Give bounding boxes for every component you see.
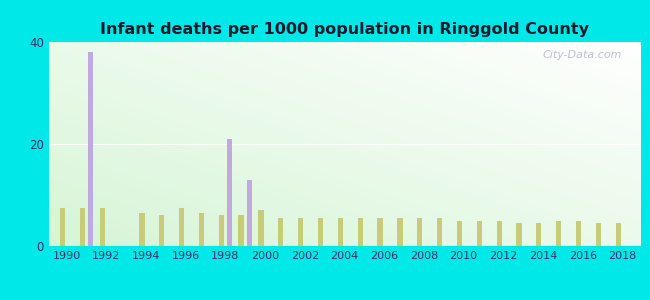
Legend: Ringgold County, Iowa: Ringgold County, Iowa	[240, 297, 448, 300]
Bar	[218, 215, 224, 246]
Bar	[476, 220, 482, 246]
Bar	[88, 52, 93, 246]
Bar	[576, 220, 581, 246]
Bar	[139, 213, 144, 246]
Bar	[417, 218, 422, 246]
Bar	[596, 223, 601, 246]
Bar	[258, 210, 264, 246]
Bar	[298, 218, 304, 246]
Text: City-Data.com: City-Data.com	[543, 50, 623, 60]
Bar	[338, 218, 343, 246]
Bar	[437, 218, 442, 246]
Bar	[179, 208, 184, 246]
Bar	[227, 139, 232, 246]
Bar	[497, 220, 502, 246]
Title: Infant deaths per 1000 population in Ringgold County: Infant deaths per 1000 population in Rin…	[100, 22, 589, 37]
Bar	[397, 218, 402, 246]
Bar	[80, 208, 85, 246]
Bar	[358, 218, 363, 246]
Bar	[278, 218, 283, 246]
Bar	[516, 223, 522, 246]
Bar	[536, 223, 541, 246]
Bar	[99, 208, 105, 246]
Bar	[199, 213, 204, 246]
Bar	[247, 180, 252, 246]
Bar	[616, 223, 621, 246]
Bar	[457, 220, 462, 246]
Bar	[60, 208, 65, 246]
Bar	[239, 215, 244, 246]
Bar	[378, 218, 383, 246]
Bar	[556, 220, 562, 246]
Bar	[318, 218, 323, 246]
Bar	[159, 215, 164, 246]
